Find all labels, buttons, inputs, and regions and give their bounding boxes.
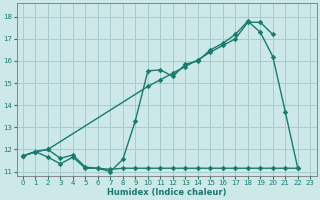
X-axis label: Humidex (Indice chaleur): Humidex (Indice chaleur) bbox=[107, 188, 226, 197]
